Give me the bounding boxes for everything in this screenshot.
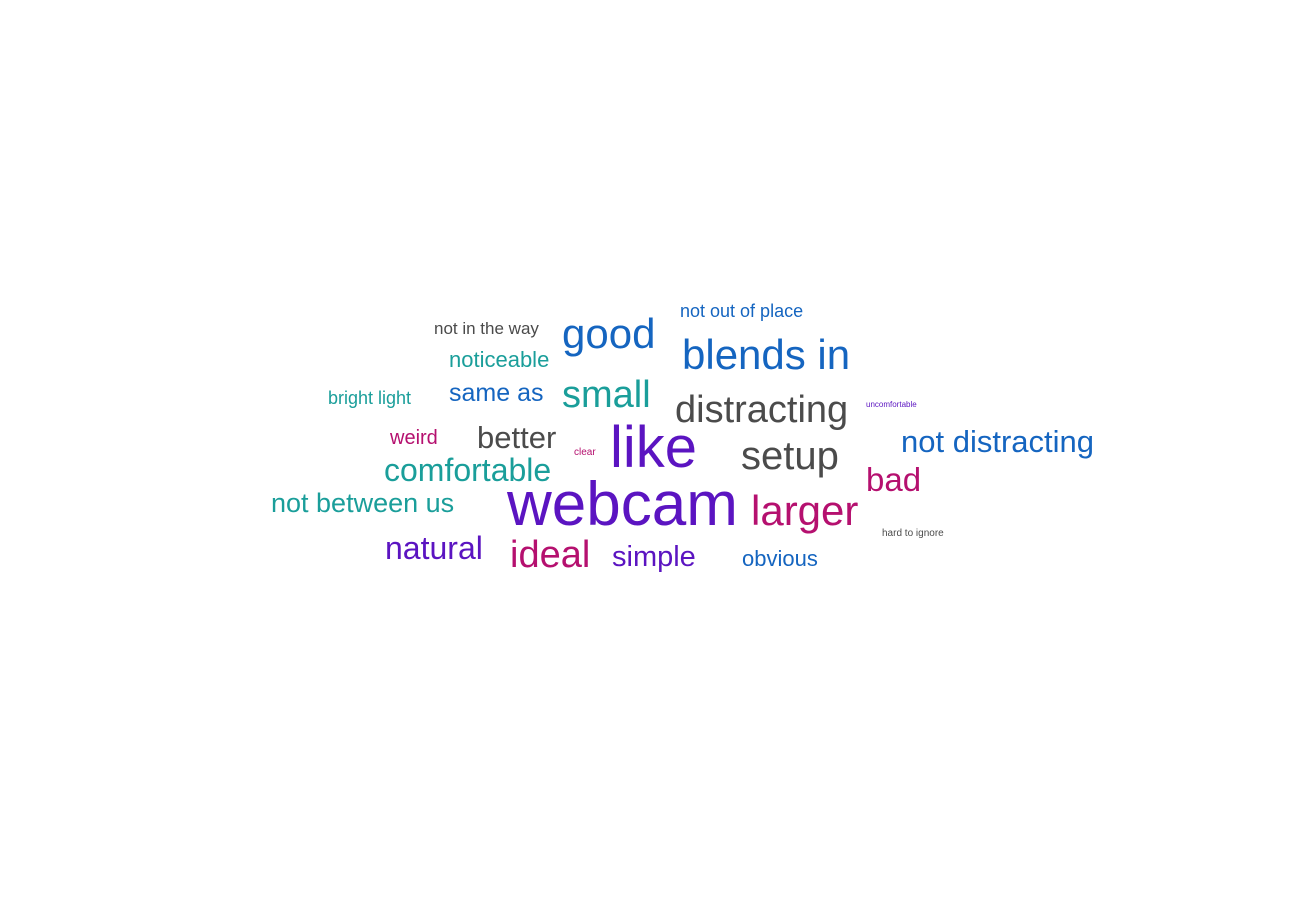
word-not-out-of-place: not out of place: [680, 301, 804, 321]
word-setup: setup: [741, 434, 839, 478]
word-webcam: webcam: [507, 470, 738, 539]
word-good: good: [562, 310, 656, 357]
word-noticeable: noticeable: [449, 347, 550, 372]
word-bad: bad: [866, 461, 922, 498]
word-not-distracting: not distracting: [901, 424, 1094, 459]
word-ideal: ideal: [510, 534, 591, 576]
word-hard-to-ignore: hard to ignore: [882, 528, 944, 539]
word-same-as: same as: [449, 379, 544, 407]
word-small: small: [562, 374, 651, 416]
word-simple: simple: [612, 541, 696, 573]
word-not-between-us: not between us: [271, 488, 455, 518]
word-larger: larger: [751, 487, 859, 534]
word-comfortable: comfortable: [384, 452, 552, 488]
word-uncomfortable: uncomfortable: [866, 400, 917, 409]
word-like: like: [610, 415, 698, 480]
word-weird: weird: [390, 427, 438, 449]
word-distracting: distracting: [675, 389, 849, 431]
word-blends-in: blends in: [682, 331, 851, 378]
word-not-in-the-way: not in the way: [434, 319, 539, 338]
word-better: better: [477, 420, 557, 455]
word-natural: natural: [385, 530, 483, 566]
word-clear: clear: [574, 447, 596, 458]
word-obvious: obvious: [742, 546, 818, 571]
word-bright-light: bright light: [328, 388, 412, 408]
